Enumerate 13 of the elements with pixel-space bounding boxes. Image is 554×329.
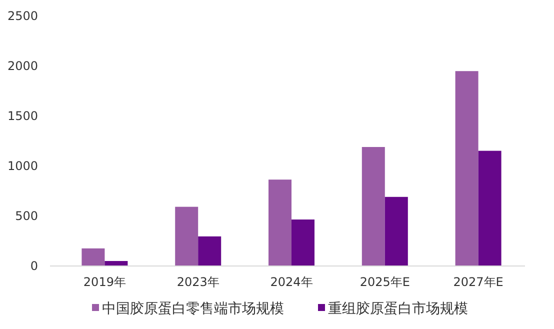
x-tick-label: 2027年E — [453, 275, 504, 289]
y-tick-label: 2500 — [7, 9, 38, 23]
y-tick-label: 1500 — [7, 109, 38, 123]
y-tick-label: 1000 — [7, 159, 38, 173]
legend-label: 重组胶原蛋白市场规模 — [328, 301, 468, 317]
x-tick-label: 2023年 — [176, 275, 220, 289]
y-tick-label: 0 — [30, 259, 38, 273]
x-tick-label: 2024年 — [270, 275, 313, 289]
legend-label: 中国胶原蛋白零售端市场规模 — [102, 301, 284, 317]
y-tick-label: 2000 — [7, 59, 38, 73]
y-tick-label: 500 — [15, 209, 38, 223]
x-tick-label: 2025年E — [360, 275, 410, 289]
x-tick-label: 2019年 — [83, 275, 126, 289]
